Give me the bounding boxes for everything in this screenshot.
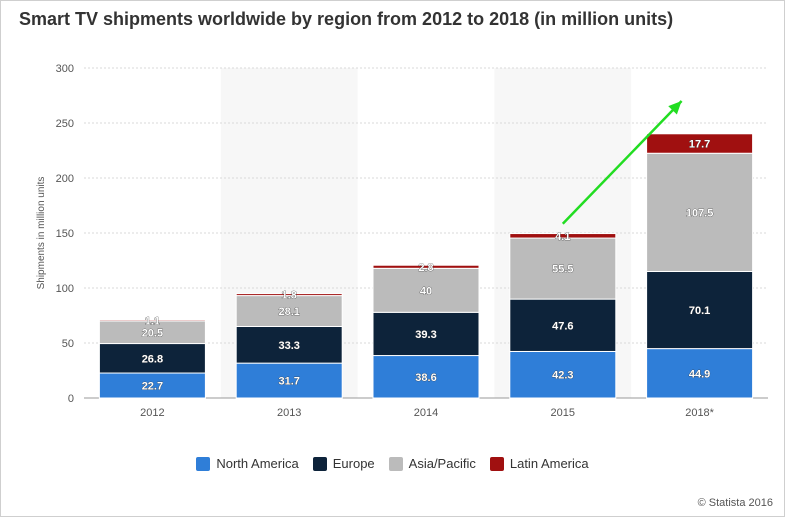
legend-item-latin-america[interactable]: Latin America (489, 456, 589, 471)
legend-swatch (489, 456, 504, 471)
x-tick-label: 2013 (277, 407, 301, 419)
bar-segment (235, 326, 343, 364)
data-label: 44.9 (689, 368, 710, 380)
data-label: 20.5 (142, 327, 163, 339)
data-label: 1.8 (282, 290, 297, 302)
data-label: 70.1 (689, 305, 710, 317)
data-label: 2.8 (418, 262, 433, 274)
bar-segment (509, 233, 617, 239)
source-credit[interactable]: © Statista 2016 (697, 497, 773, 509)
x-tick-label: 2015 (551, 407, 575, 419)
data-label: 39.3 (415, 329, 436, 341)
bar-segment (509, 350, 617, 399)
data-label: 42.3 (552, 370, 573, 382)
data-label: 31.7 (278, 376, 299, 388)
bar-segment (372, 311, 480, 357)
bar-segment (646, 152, 754, 272)
x-tick-label: 2014 (414, 407, 438, 419)
data-label: 1.1 (145, 315, 160, 327)
y-tick-label: 250 (56, 118, 74, 130)
legend-item-europe[interactable]: Europe (312, 456, 375, 471)
data-label: 40 (420, 285, 432, 297)
y-tick-label: 100 (56, 283, 74, 295)
data-label: 107.5 (686, 207, 714, 219)
data-label: 28.1 (278, 306, 299, 318)
bar-segment (372, 264, 480, 269)
legend-label: North America (216, 456, 299, 471)
y-tick-label: 50 (62, 338, 74, 350)
bar-segment (235, 295, 343, 327)
bar-segment (98, 343, 206, 374)
data-label: 26.8 (142, 353, 163, 365)
trend-arrow-head (668, 101, 682, 115)
legend-label: Asia/Pacific (408, 456, 476, 471)
bar-segment (646, 348, 754, 399)
data-label: 17.7 (689, 139, 710, 151)
data-label: 4.1 (555, 231, 570, 243)
chart-title: Smart TV shipments worldwide by region f… (19, 9, 674, 29)
legend-label: Europe (332, 456, 375, 471)
bar-segment (646, 133, 754, 154)
bar-segment (509, 298, 617, 352)
legend-swatch (196, 456, 211, 471)
bar-segment (372, 267, 480, 313)
legend-swatch (388, 456, 403, 471)
y-tick-label: 200 (56, 173, 74, 185)
bar-segment (646, 271, 754, 350)
bar-segment (372, 355, 480, 399)
trend-arrow-line (561, 100, 683, 225)
chart-legend: North America Europe Asia/Pacific Latin … (0, 456, 785, 471)
data-label: 22.7 (142, 381, 163, 393)
data-label: 47.6 (552, 320, 573, 332)
y-tick-label: 0 (68, 393, 74, 405)
x-tick-label: 2018* (685, 407, 714, 419)
data-label: 38.6 (415, 372, 436, 384)
bar-segment (98, 319, 206, 322)
y-axis-label: Shipments in million units (36, 177, 47, 290)
legend-item-asia-pacific[interactable]: Asia/Pacific (388, 456, 476, 471)
bar-segment (235, 293, 343, 297)
legend-label: Latin America (509, 456, 589, 471)
legend-swatch (312, 456, 327, 471)
x-tick-label: 2012 (140, 407, 164, 419)
y-tick-label: 150 (56, 228, 74, 240)
data-label: 55.5 (552, 264, 573, 276)
y-tick-label: 300 (56, 63, 74, 75)
data-label: 33.3 (278, 340, 299, 352)
legend-item-north-america[interactable]: North America (196, 456, 299, 471)
bar-segment (98, 372, 206, 399)
bar-segment (235, 362, 343, 399)
